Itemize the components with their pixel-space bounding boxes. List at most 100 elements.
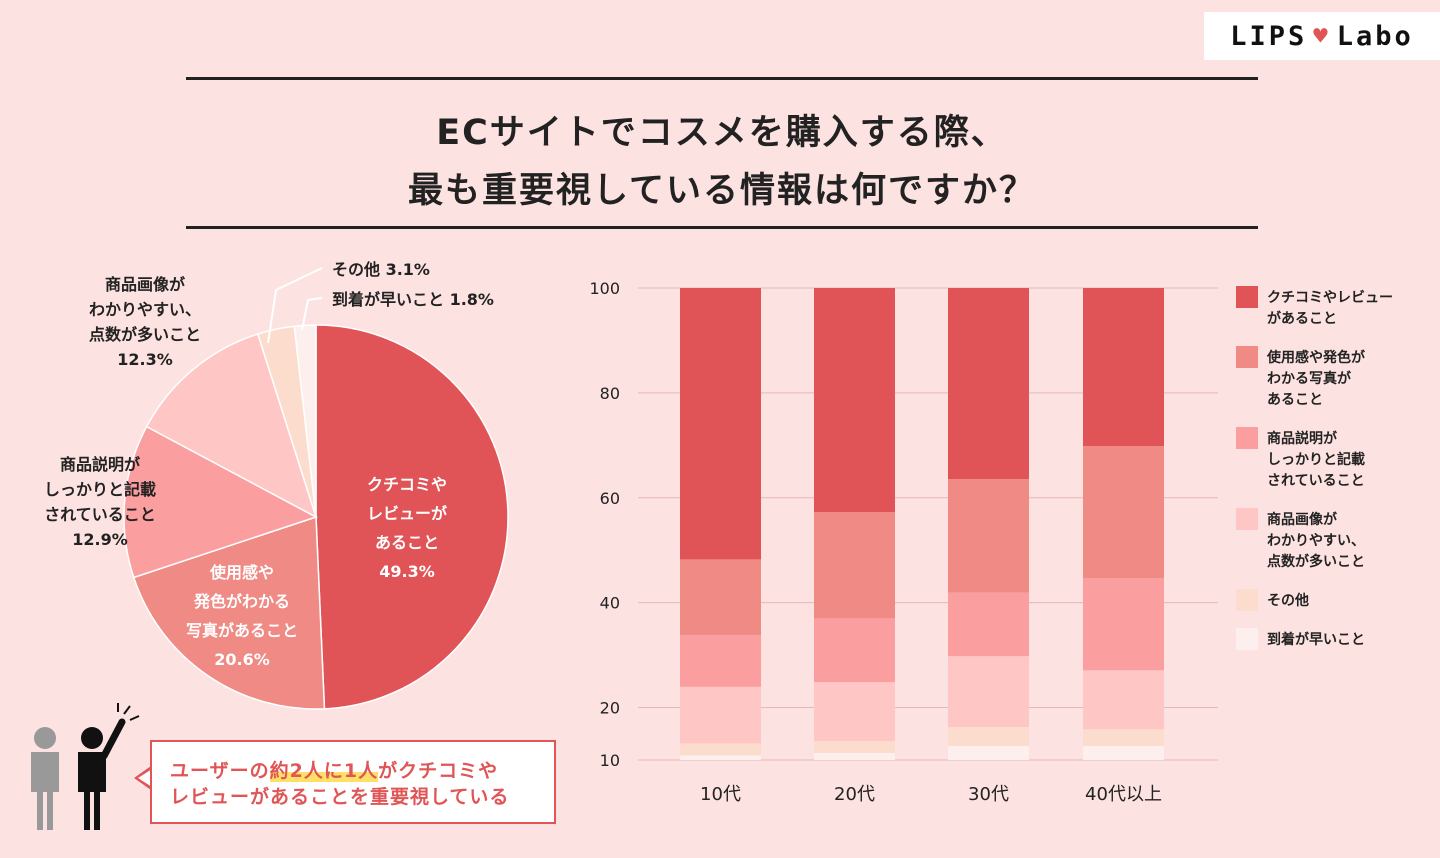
- bar-segment-sonota: [680, 743, 761, 756]
- pie-slice-setsumei: [123, 425, 318, 579]
- x-tick-label: 10代: [700, 784, 741, 805]
- leader-line-sonota: [267, 267, 323, 344]
- pie-slice-gazou: [145, 333, 318, 519]
- title-line-1: ECサイトでコスメを購入する際、: [436, 113, 1008, 153]
- bar-segment-touchaku: [1083, 745, 1164, 760]
- raised-arm: [100, 718, 126, 760]
- bunny-icon: ♥: [1313, 22, 1331, 50]
- y-tick-label: 10: [600, 751, 620, 770]
- pie-label-kuchikomi: あること: [375, 533, 439, 552]
- bar-segment-gazou: [814, 682, 895, 742]
- bar-segment-shiyoukan: [948, 479, 1029, 593]
- pie-label-setsumei: されていること: [44, 505, 156, 524]
- bar-segment-touchaku: [680, 755, 761, 760]
- spark-line: [129, 715, 140, 721]
- pie-label-setsumei: しっかりと記載: [44, 480, 156, 499]
- pie-label-kuchikomi: レビューが: [367, 504, 447, 523]
- person-gray-icon-head: [34, 727, 56, 749]
- title-line-2: 最も重要視している情報は何ですか？: [408, 171, 1036, 211]
- legend-label-kuchikomi: クチコミやレビュー: [1267, 290, 1393, 306]
- bar-segment-kuchikomi: [680, 288, 761, 560]
- callout-text-part1: ユーザーの: [170, 760, 270, 782]
- pie-label-shiyoukan: 発色がわかる: [193, 592, 290, 611]
- legend-swatch-sonota: [1236, 589, 1258, 611]
- legend-swatch-shiyoukan: [1236, 346, 1258, 368]
- y-tick-label: 40: [600, 594, 620, 613]
- bar-segment-kuchikomi: [948, 288, 1029, 480]
- bar-segment-setsumei: [680, 634, 761, 687]
- callout-line-1: ユーザーの約2人に1人がクチコミや: [170, 758, 536, 784]
- legend-swatch-touchaku: [1236, 628, 1258, 650]
- x-tick-label: 20代: [834, 784, 875, 805]
- pie-label-gazou: 商品画像が: [105, 275, 185, 294]
- x-tick-label: 30代: [968, 784, 1009, 805]
- pie-label-gazou: わかりやすい、: [89, 300, 201, 319]
- pie-label-touchaku: 到着が早いこと 1.8%: [332, 290, 494, 309]
- person-gray-icon-body: [31, 752, 59, 830]
- bar-segment-shiyoukan: [814, 512, 895, 619]
- bar-segment-gazou: [948, 656, 1029, 727]
- logo-text-labo: Labo: [1336, 20, 1414, 52]
- legend-label-kuchikomi: があること: [1267, 310, 1337, 327]
- y-tick-label: 20: [600, 699, 620, 718]
- bar-segment-touchaku: [814, 752, 895, 760]
- callout-highlight: 約2人に1人: [269, 760, 379, 782]
- bar-segment-sonota: [1083, 729, 1164, 746]
- legend-label-touchaku: 到着が早いこと: [1267, 631, 1365, 648]
- bar-segment-sonota: [948, 726, 1029, 746]
- callout-line-2: レビューがあることを重要視している: [170, 786, 510, 808]
- pie-label-shiyoukan: 写真があること: [186, 621, 298, 640]
- pie-label-kuchikomi: クチコミや: [367, 475, 447, 494]
- lips-labo-logo: LIPS ♥ Labo: [1204, 12, 1440, 60]
- legend-label-gazou: わかりやすい、: [1267, 533, 1365, 549]
- legend-label-shiyoukan: わかる写真が: [1267, 370, 1352, 387]
- legend-swatch-setsumei: [1236, 427, 1258, 449]
- bar-segment-shiyoukan: [680, 559, 761, 635]
- bar-segment-shiyoukan: [1083, 446, 1164, 579]
- y-tick-label: 100: [589, 279, 620, 298]
- pie-value-setsumei: 12.9%: [72, 530, 128, 549]
- pie-label-sonota: その他 3.1%: [332, 260, 430, 279]
- pie-value-kuchikomi: 49.3%: [379, 562, 435, 581]
- bar-segment-gazou: [1083, 670, 1164, 730]
- y-tick-label: 60: [600, 489, 620, 508]
- person-black-icon-body: [78, 752, 106, 830]
- pie-slice-shiyoukan: [132, 515, 326, 710]
- leader-line-touchaku: [301, 297, 323, 331]
- bar-segment-kuchikomi: [1083, 288, 1164, 447]
- legend-label-shiyoukan: 使用感や発色が: [1266, 349, 1366, 366]
- spark-line: [123, 705, 131, 715]
- logo-text-lips: LIPS: [1230, 20, 1308, 52]
- legend-swatch-kuchikomi: [1236, 286, 1258, 308]
- pie-value-shiyoukan: 20.6%: [214, 650, 270, 669]
- bar-segment-setsumei: [1083, 578, 1164, 671]
- legend-swatch-gazou: [1236, 508, 1258, 530]
- bar-segment-setsumei: [814, 618, 895, 683]
- title-bottom-rule: [186, 226, 1258, 229]
- bar-segment-setsumei: [948, 592, 1029, 657]
- y-tick-label: 80: [600, 384, 620, 403]
- legend-label-sonota: その他: [1267, 592, 1309, 609]
- x-tick-label: 40代以上: [1085, 784, 1162, 805]
- pie-label-shiyoukan: 使用感や: [209, 563, 274, 582]
- callout-text-part2: がクチコミや: [378, 760, 499, 782]
- legend-label-shiyoukan: あること: [1267, 392, 1323, 408]
- pie-label-setsumei: 商品説明が: [60, 455, 140, 474]
- bar-segment-touchaku: [948, 745, 1029, 760]
- bar-segment-kuchikomi: [814, 288, 895, 513]
- bar-segment-sonota: [814, 741, 895, 753]
- legend-label-setsumei: 商品説明が: [1267, 430, 1338, 447]
- bar-segment-gazou: [680, 686, 761, 744]
- page-title: ECサイトでコスメを購入する際、 最も重要視している情報は何ですか？: [186, 104, 1258, 220]
- pie-value-gazou: 12.3%: [117, 350, 173, 369]
- legend-label-gazou: 商品画像が: [1267, 511, 1338, 528]
- pie-slice-touchaku: [293, 324, 317, 518]
- callout-tail-inner: [138, 769, 152, 787]
- legend-label-gazou: 点数が多いこと: [1267, 553, 1365, 570]
- legend-label-setsumei: しっかりと記載: [1267, 451, 1365, 468]
- title-top-rule: [186, 77, 1258, 80]
- summary-callout: ユーザーの約2人に1人がクチコミや レビューがあることを重要視している: [150, 740, 556, 824]
- pie-label-gazou: 点数が多いこと: [89, 325, 201, 344]
- pie-slice-kuchikomi: [315, 324, 509, 710]
